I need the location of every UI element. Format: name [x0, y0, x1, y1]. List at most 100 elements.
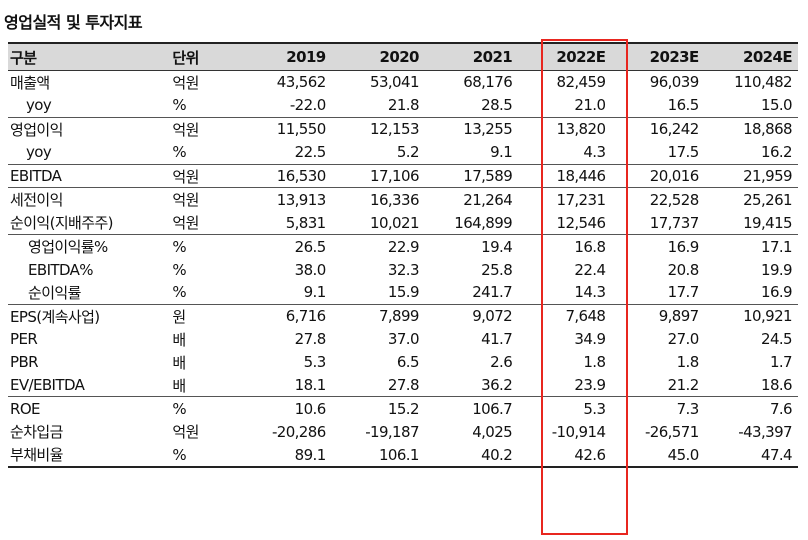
value-cell: 17,231 — [518, 187, 612, 212]
row-unit: 억원 — [170, 163, 239, 188]
header-category: 구분 — [8, 42, 171, 71]
row-label: PER — [10, 330, 38, 349]
value-cell: 16,530 — [238, 163, 332, 188]
value-cell: 4.3 — [583, 143, 606, 162]
value-cell: 10,921 — [704, 303, 798, 328]
value-cell: 53,041 — [331, 69, 425, 94]
value-cell: 28.5 — [481, 96, 513, 115]
value-cell: 5.2 — [396, 143, 420, 162]
value-cell: 43,562 — [238, 69, 332, 94]
table-row: EBITDA%% 38.0 32.3 25.8 22.4 20.8 19.9 — [8, 258, 798, 281]
value-cell: 9.1 — [303, 283, 327, 302]
value-cell: -10,914 — [551, 422, 606, 441]
value-cell: 13,913 — [238, 187, 332, 212]
row-label: 영업이익 — [8, 116, 171, 141]
value-cell: 16,242 — [611, 116, 705, 141]
value-cell: 40.2 — [424, 443, 519, 469]
table-row: yoy% -22.0 21.8 28.5 21.0 16.5 15.0 — [8, 94, 798, 117]
value-cell: 5,831 — [285, 213, 327, 232]
value-cell: 9,072 — [424, 303, 519, 328]
value-cell: 16.5 — [667, 96, 700, 115]
value-cell: -22.0 — [289, 96, 326, 115]
value-cell: 7,899 — [331, 303, 425, 328]
value-cell: 19.9 — [761, 260, 793, 279]
value-cell: 22.9 — [331, 234, 425, 259]
value-cell: 68,176 — [424, 69, 519, 94]
value-cell: 12,153 — [331, 116, 425, 141]
header-year: 2021 — [424, 42, 519, 71]
value-cell: 18.6 — [761, 376, 793, 395]
value-cell: 9.1 — [490, 143, 513, 162]
value-cell: 18,868 — [704, 116, 798, 141]
value-cell: 21.0 — [574, 96, 606, 115]
value-cell: 47.4 — [704, 443, 798, 469]
value-cell: 13,255 — [424, 116, 519, 141]
row-label: ROE — [8, 396, 171, 421]
header-year: 2022E — [518, 42, 612, 71]
value-cell: 15.2 — [331, 396, 425, 421]
value-cell: -26,571 — [644, 422, 699, 441]
value-cell: 1.8 — [583, 353, 606, 372]
value-cell: -19,187 — [365, 422, 419, 441]
row-label: 순차입금 — [10, 423, 63, 442]
table-row: ROE% 10.6 15.2 106.7 5.3 7.3 7.6 — [8, 396, 798, 421]
value-cell: 16.9 — [611, 234, 705, 259]
header-row: 구분 단위 2019 2020 2021 2022E 2023E 2024E — [8, 42, 798, 71]
row-unit: % — [172, 96, 187, 115]
value-cell: 12,546 — [556, 213, 606, 232]
table-row: EV/EBITDA 배 18.1 27.8 36.2 23.9 21.2 18.6 — [8, 374, 798, 397]
value-cell: 32.3 — [387, 260, 420, 279]
value-cell: 17.7 — [667, 283, 700, 302]
value-cell: 17,106 — [331, 163, 425, 188]
header-year: 2019 — [238, 42, 332, 71]
value-cell: 22.5 — [294, 143, 327, 162]
table-row: 부채비율% 89.1 106.1 40.2 42.6 45.0 47.4 — [8, 443, 798, 469]
value-cell: 20.8 — [667, 260, 700, 279]
header-year: 2023E — [611, 42, 705, 71]
value-cell: 14.3 — [574, 283, 606, 302]
value-cell: 23.9 — [574, 376, 606, 395]
row-label: 세전이익 — [8, 187, 171, 212]
row-label: EV/EBITDA — [10, 376, 85, 395]
value-cell: 21,264 — [424, 187, 519, 212]
value-cell: 6,716 — [238, 303, 332, 328]
value-cell: 16,336 — [331, 187, 425, 212]
value-cell: 27.8 — [387, 376, 420, 395]
table-row: 세전이익 억원 13,913 16,336 21,264 17,231 22,528 25,2… — [8, 187, 798, 212]
row-unit: 억원 — [170, 69, 239, 94]
row-unit: 배 — [172, 353, 186, 372]
value-cell: 241.7 — [472, 283, 513, 302]
value-cell: 37.0 — [387, 330, 420, 349]
table-row: PBR 배 5.3 6.5 2.6 1.8 1.8 1.7 — [8, 351, 798, 374]
value-cell: 11,550 — [238, 116, 332, 141]
table-body: 매출액 억원 43,562 53,041 68,176 82,459 96,039 110,4… — [8, 69, 798, 469]
table-row: EBITDA 억원 16,530 17,106 17,589 18,446 20,016 21… — [8, 163, 798, 188]
value-cell: 5.3 — [303, 353, 327, 372]
value-cell: 21.8 — [387, 96, 420, 115]
value-cell: 25.8 — [481, 260, 513, 279]
value-cell: 19.4 — [424, 234, 519, 259]
value-cell: 16.2 — [761, 143, 793, 162]
table-row: 순이익(지배주주) 억원 5,831 10,021 164,899 12,546 17,73… — [8, 211, 798, 234]
value-cell: 16.8 — [518, 234, 612, 259]
value-cell: 21.2 — [667, 376, 700, 395]
value-cell: 22.4 — [574, 260, 606, 279]
value-cell: 20,016 — [611, 163, 705, 188]
row-label: 영업이익률% — [8, 234, 171, 259]
table-row: 순이익률% 9.1 15.9 241.7 14.3 17.7 16.9 — [8, 281, 798, 304]
value-cell: 15.0 — [761, 96, 793, 115]
value-cell: 10.6 — [238, 396, 332, 421]
value-cell: 7.3 — [611, 396, 705, 421]
row-unit: % — [170, 443, 239, 469]
value-cell: 15.9 — [387, 283, 420, 302]
row-label: 매출액 — [8, 69, 171, 94]
value-cell: 13,820 — [518, 116, 612, 141]
value-cell: 9,897 — [611, 303, 705, 328]
value-cell: 45.0 — [611, 443, 705, 469]
value-cell: 41.7 — [481, 330, 513, 349]
value-cell: 1.8 — [676, 353, 700, 372]
row-unit: 억원 — [172, 423, 199, 442]
value-cell: 16.9 — [761, 283, 793, 302]
value-cell: 18,446 — [518, 163, 612, 188]
value-cell: 24.5 — [761, 330, 793, 349]
